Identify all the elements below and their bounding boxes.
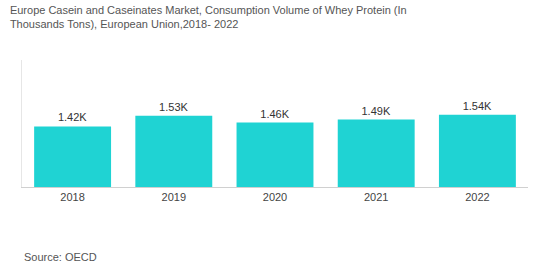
svg-text:1.54K: 1.54K — [463, 100, 492, 112]
svg-text:2021: 2021 — [364, 191, 388, 203]
svg-text:1.53K: 1.53K — [159, 101, 188, 113]
svg-text:1.46K: 1.46K — [260, 108, 289, 120]
svg-text:2018: 2018 — [60, 191, 84, 203]
svg-text:Source: OECD: Source: OECD — [24, 251, 97, 263]
svg-text:Europe Casein and Caseinates M: Europe Casein and Caseinates Market, Con… — [10, 4, 407, 30]
svg-text:1.49K: 1.49K — [361, 105, 390, 117]
svg-text:1.42K: 1.42K — [58, 111, 87, 123]
svg-text:2020: 2020 — [263, 191, 287, 203]
svg-text:2022: 2022 — [465, 191, 489, 203]
svg-text:2019: 2019 — [162, 191, 186, 203]
